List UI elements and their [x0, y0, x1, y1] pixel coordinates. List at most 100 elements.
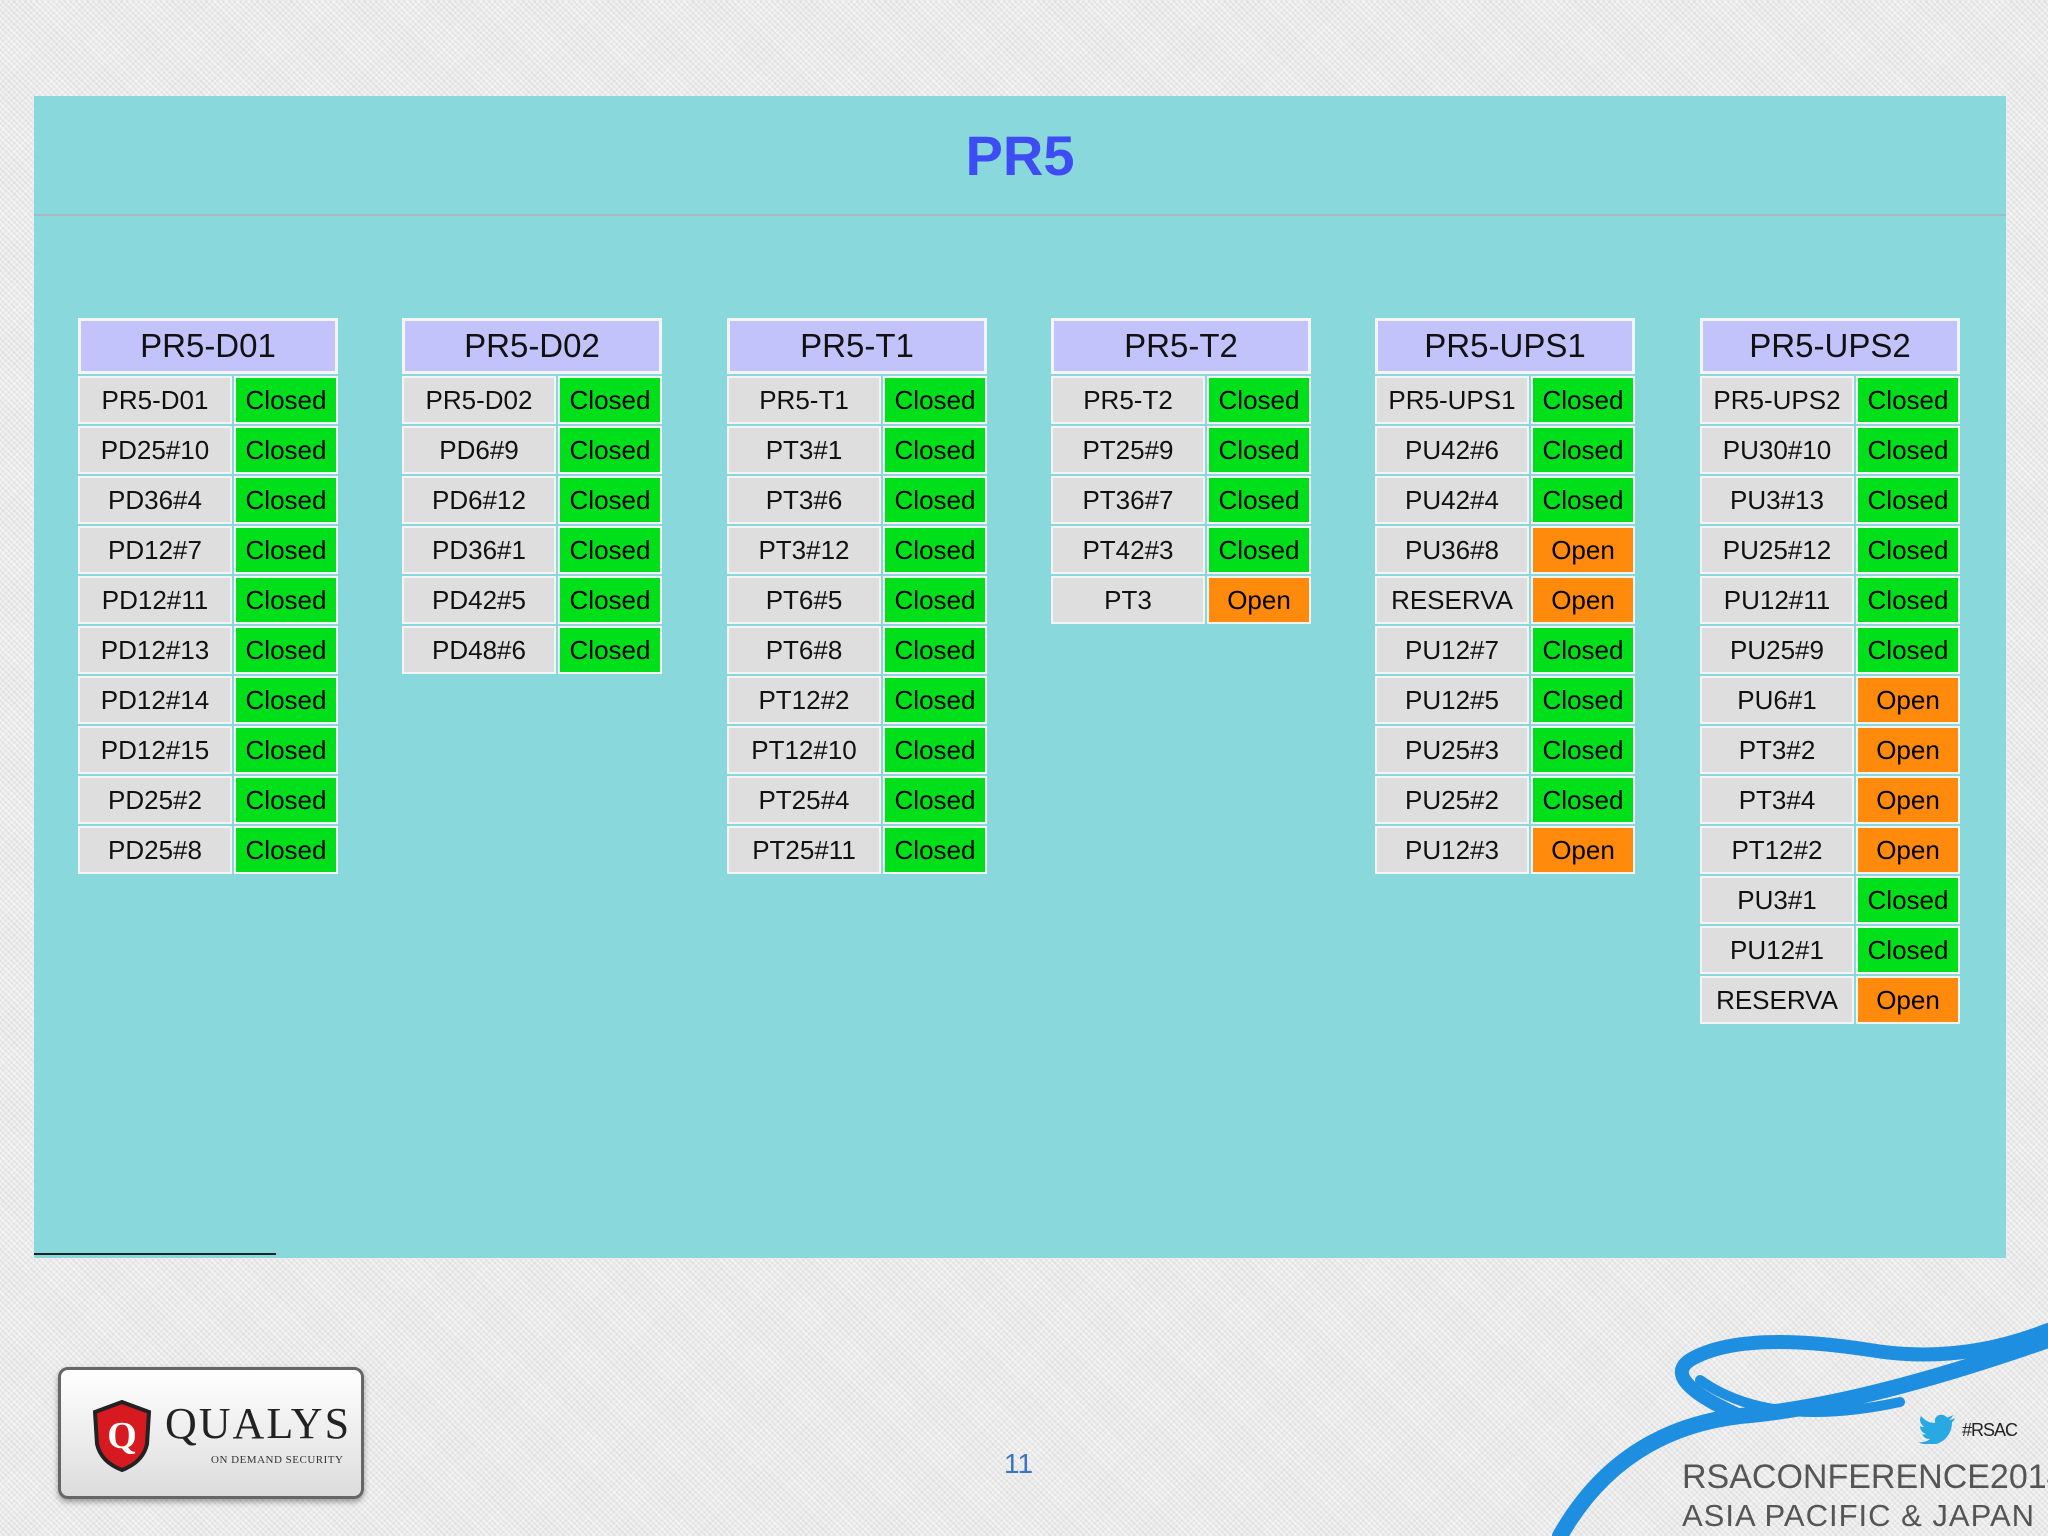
status-badge: Closed: [1531, 376, 1635, 424]
status-badge: Closed: [1856, 626, 1960, 674]
table-row: PT12#2 Open: [1700, 826, 1960, 874]
breaker-name: PT3#6: [727, 476, 881, 524]
table-row: PU3#1 Closed: [1700, 876, 1960, 924]
breaker-name: RESERVA: [1375, 576, 1529, 624]
table-row: PT3#12 Closed: [727, 526, 987, 574]
group-header: PR5-T2: [1051, 318, 1311, 374]
table-row: PT12#10 Closed: [727, 726, 987, 774]
status-badge: Closed: [1856, 526, 1960, 574]
breaker-name: PD48#6: [402, 626, 556, 674]
table-row: PR5-UPS2 Closed: [1700, 376, 1960, 424]
table-row: PT6#8 Closed: [727, 626, 987, 674]
breaker-name: PT6#5: [727, 576, 881, 624]
status-badge: Open: [1856, 676, 1960, 724]
breaker-name: PR5-UPS2: [1700, 376, 1854, 424]
table-row: PD25#10 Closed: [78, 426, 338, 474]
breaker-name: PD12#14: [78, 676, 232, 724]
status-badge: Open: [1856, 726, 1960, 774]
breaker-name: PT12#10: [727, 726, 881, 774]
status-badge: Closed: [1207, 376, 1311, 424]
status-badge: Closed: [1856, 926, 1960, 974]
table-row: PR5-UPS1 Closed: [1375, 376, 1635, 424]
table-row: PD12#15 Closed: [78, 726, 338, 774]
qualys-logo: Q QUALYS ON DEMAND SECURITY: [58, 1367, 364, 1499]
status-badge: Closed: [883, 726, 987, 774]
group-header: PR5-D01: [78, 318, 338, 374]
table-row: PU25#9 Closed: [1700, 626, 1960, 674]
status-badge: Open: [1531, 826, 1635, 874]
divider: [34, 1253, 276, 1255]
table-row: PD48#6 Closed: [402, 626, 662, 674]
table-row: PD12#14 Closed: [78, 676, 338, 724]
table-row: PD36#4 Closed: [78, 476, 338, 524]
breaker-group: PR5-UPS2 PR5-UPS2 Closed PU30#10 Closed PU3#1…: [1700, 318, 1960, 1026]
status-badge: Open: [1207, 576, 1311, 624]
status-badge: Closed: [558, 476, 662, 524]
status-badge: Closed: [1856, 876, 1960, 924]
logo-name: QUALYS: [165, 1399, 352, 1448]
status-badge: Closed: [883, 476, 987, 524]
status-badge: Closed: [558, 376, 662, 424]
breaker-name: RESERVA: [1700, 976, 1854, 1024]
breaker-name: PU12#11: [1700, 576, 1854, 624]
breaker-name: PU25#9: [1700, 626, 1854, 674]
status-badge: Closed: [1856, 426, 1960, 474]
status-badge: Closed: [558, 626, 662, 674]
table-row: PT3#4 Open: [1700, 776, 1960, 824]
status-badge: Closed: [234, 576, 338, 624]
breaker-name: PT3#2: [1700, 726, 1854, 774]
status-badge: Closed: [1207, 476, 1311, 524]
breaker-group: PR5-UPS1 PR5-UPS1 Closed PU42#6 Closed PU42#4…: [1375, 318, 1635, 876]
breaker-name: PT25#4: [727, 776, 881, 824]
breaker-name: PD36#1: [402, 526, 556, 574]
status-badge: Closed: [1856, 476, 1960, 524]
status-badge: Closed: [883, 526, 987, 574]
table-row: PU12#5 Closed: [1375, 676, 1635, 724]
breaker-name: PT3#1: [727, 426, 881, 474]
status-badge: Closed: [883, 776, 987, 824]
hashtag-label: #RSAC: [1962, 1420, 2018, 1440]
status-badge: Closed: [234, 526, 338, 574]
table-row: PD25#8 Closed: [78, 826, 338, 874]
breaker-name: PD12#11: [78, 576, 232, 624]
breaker-name: PU42#6: [1375, 426, 1529, 474]
status-badge: Closed: [1856, 376, 1960, 424]
table-row: PU25#3 Closed: [1375, 726, 1635, 774]
status-badge: Closed: [1531, 476, 1635, 524]
status-badge: Closed: [234, 376, 338, 424]
table-row: RESERVA Open: [1700, 976, 1960, 1024]
table-row: PR5-T2 Closed: [1051, 376, 1311, 424]
status-badge: Closed: [883, 626, 987, 674]
breaker-name: PU25#12: [1700, 526, 1854, 574]
breaker-name: PU42#4: [1375, 476, 1529, 524]
breaker-group: PR5-T2 PR5-T2 Closed PT25#9 Closed PT36#7 Clos…: [1051, 318, 1311, 626]
breaker-name: PU36#8: [1375, 526, 1529, 574]
status-panel: PR5 PR5-D01 PR5-D01 Closed PD25#10 Closed PD3…: [34, 96, 2006, 1258]
table-row: PU42#6 Closed: [1375, 426, 1635, 474]
breaker-name: PT25#11: [727, 826, 881, 874]
table-row: PU3#13 Closed: [1700, 476, 1960, 524]
table-row: PD6#12 Closed: [402, 476, 662, 524]
table-row: PT12#2 Closed: [727, 676, 987, 724]
rsa-swoosh-graphic: [1552, 1323, 2048, 1536]
status-badge: Closed: [234, 776, 338, 824]
table-row: PU12#3 Open: [1375, 826, 1635, 874]
status-badge: Closed: [1207, 526, 1311, 574]
breaker-group: PR5-T1 PR5-T1 Closed PT3#1 Closed PT3#6 Closed…: [727, 318, 987, 876]
breaker-name: PD25#2: [78, 776, 232, 824]
status-badge: Closed: [1531, 626, 1635, 674]
table-row: PU25#12 Closed: [1700, 526, 1960, 574]
table-row: PR5-D02 Closed: [402, 376, 662, 424]
table-row: PU12#7 Closed: [1375, 626, 1635, 674]
table-row: PD6#9 Closed: [402, 426, 662, 474]
table-row: PU25#2 Closed: [1375, 776, 1635, 824]
page-title: PR5: [34, 96, 2006, 216]
table-row: PD12#7 Closed: [78, 526, 338, 574]
breaker-name: PU30#10: [1700, 426, 1854, 474]
breaker-name: PT25#9: [1051, 426, 1205, 474]
table-row: PT3 Open: [1051, 576, 1311, 624]
status-badge: Closed: [558, 426, 662, 474]
breaker-name: PD36#4: [78, 476, 232, 524]
status-badge: Closed: [883, 826, 987, 874]
table-row: PD12#13 Closed: [78, 626, 338, 674]
